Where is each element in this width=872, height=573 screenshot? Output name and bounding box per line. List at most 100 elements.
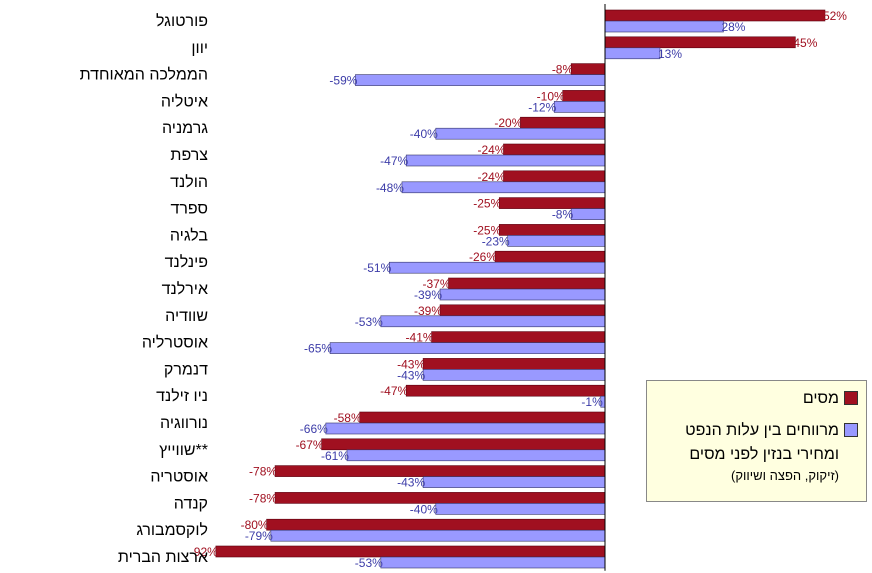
- data-label-margins: -53%: [355, 556, 383, 570]
- data-label-margins: -12%: [528, 100, 556, 114]
- legend-swatch-margins: [844, 423, 858, 437]
- bar-margins: [329, 342, 606, 354]
- data-label-taxes: -80%: [241, 518, 269, 532]
- bar-margins: [270, 529, 606, 542]
- data-label-taxes: -8%: [552, 63, 574, 77]
- bar-margins: [325, 422, 606, 435]
- bar-margins: [435, 503, 606, 515]
- bar-margins: [570, 208, 606, 220]
- category-label: הולנד: [170, 173, 208, 191]
- data-label-margins: -59%: [329, 74, 357, 88]
- legend-item-margins: מרווחים בין עלות הנפט ומחירי בנזין לפני …: [655, 419, 858, 485]
- data-label-taxes: -47%: [380, 384, 408, 398]
- category-labels-layer: פורטוגל יוון הממלכה המאוחדת איטליה גרמניה צרפ…: [80, 12, 209, 566]
- data-label-taxes: -25%: [473, 197, 501, 211]
- category-label: אוסטרליה: [142, 334, 208, 352]
- bar-taxes: [321, 438, 606, 451]
- category-label: דנמרק: [164, 361, 208, 378]
- data-label-margins: -40%: [410, 127, 438, 141]
- data-label-margins: -79%: [245, 529, 273, 543]
- bar-margins: [422, 476, 606, 488]
- data-label-margins: -48%: [376, 181, 404, 195]
- data-label-margins: -61%: [321, 449, 349, 463]
- data-labels-layer: 52% 28% 45% 13% -8% -59% -10%-12% -20% -40% -24% -…: [190, 9, 847, 570]
- category-label: ארצות הברית: [118, 549, 208, 566]
- data-label-taxes: -92%: [190, 545, 218, 559]
- data-label-taxes: -10%: [537, 89, 565, 103]
- data-label-taxes: -78%: [249, 465, 277, 479]
- bar-margins: [380, 556, 606, 569]
- data-label-margins: -1%: [581, 395, 603, 409]
- bar-margins: [439, 288, 606, 301]
- category-label: נורווגיה: [160, 415, 208, 432]
- legend-label-margins: מרווחים בין עלות הנפט ומחירי בנזין לפני …: [685, 422, 839, 463]
- legend-note-margins: (זיקוק, הפצה ושיווק): [731, 468, 839, 483]
- legend-item-taxes: מסים: [655, 387, 858, 411]
- data-label-taxes: -37%: [422, 277, 450, 291]
- bar-taxes: [448, 277, 606, 290]
- data-label-taxes: -41%: [406, 331, 434, 345]
- data-label-margins: -53%: [355, 315, 383, 329]
- bar-taxes: [503, 170, 606, 183]
- data-label-taxes: -25%: [473, 223, 501, 237]
- legend: מסים מרווחים בין עלות הנפט ומחירי בנזין …: [646, 380, 867, 502]
- bar-taxes: [422, 358, 606, 370]
- category-label: ספרד: [170, 201, 208, 218]
- category-label: אירלנד: [162, 280, 208, 298]
- data-label-taxes: -20%: [494, 116, 522, 130]
- bar-taxes: [562, 90, 606, 102]
- bar-taxes: [494, 250, 606, 263]
- bar-margins: [346, 449, 606, 462]
- category-label: יוון: [191, 40, 208, 57]
- data-label-taxes: -24%: [477, 143, 505, 157]
- bar-taxes: [570, 63, 606, 75]
- bar-taxes: [266, 518, 606, 531]
- data-label-taxes: -43%: [397, 357, 425, 371]
- legend-label-taxes: מסים: [802, 390, 839, 407]
- data-label-taxes: -67%: [296, 438, 324, 452]
- data-label-margins: -43%: [397, 368, 425, 382]
- data-label-margins: -43%: [397, 476, 425, 490]
- bar-taxes: [405, 384, 606, 397]
- bar-taxes: [215, 545, 606, 558]
- bar-taxes: [520, 116, 606, 129]
- category-label: אוסטריה: [150, 469, 208, 486]
- category-label: קנדה: [174, 495, 208, 512]
- category-label: בלגיה: [170, 226, 209, 244]
- data-label-margins: -65%: [304, 342, 332, 356]
- bar-taxes: [439, 304, 606, 317]
- data-label-taxes: -39%: [414, 304, 442, 318]
- bar-margins: [422, 369, 606, 381]
- category-label: הממלכה המאוחדת: [80, 66, 208, 84]
- bar-margins: [405, 154, 606, 167]
- category-label: איטליה: [161, 92, 208, 110]
- data-label-taxes: -58%: [334, 411, 362, 425]
- legend-swatch-taxes: [844, 391, 858, 405]
- data-label-taxes: 52%: [823, 9, 847, 23]
- data-label-taxes: 45%: [793, 36, 817, 50]
- category-label: לוקסמבורג: [136, 521, 208, 539]
- category-label: צרפת: [170, 147, 208, 164]
- bar-taxes: [604, 9, 826, 22]
- data-label-margins: -51%: [363, 261, 391, 275]
- data-label-margins: -66%: [300, 422, 328, 436]
- category-label: פורטוגל: [156, 12, 208, 30]
- data-label-margins: -8%: [552, 208, 574, 222]
- bar-margins: [604, 20, 724, 33]
- legend-text-margins: מרווחים בין עלות הנפט ומחירי בנזין לפני …: [655, 419, 839, 485]
- bar-margins: [507, 235, 606, 247]
- bar-taxes: [431, 331, 606, 343]
- category-label: ניו זילנד: [156, 387, 208, 405]
- bar-taxes: [604, 36, 796, 49]
- data-label-taxes: -26%: [469, 250, 497, 264]
- category-label: פינלנד: [165, 253, 208, 271]
- data-label-margins: -23%: [482, 234, 510, 248]
- category-label: שווייץ**: [159, 442, 208, 459]
- bar-taxes: [503, 143, 606, 156]
- bar-taxes: [359, 411, 606, 424]
- data-label-taxes: -24%: [477, 170, 505, 184]
- data-label-margins: -40%: [410, 502, 438, 516]
- data-label-margins: -39%: [414, 288, 442, 302]
- category-label: גרמניה: [162, 120, 208, 137]
